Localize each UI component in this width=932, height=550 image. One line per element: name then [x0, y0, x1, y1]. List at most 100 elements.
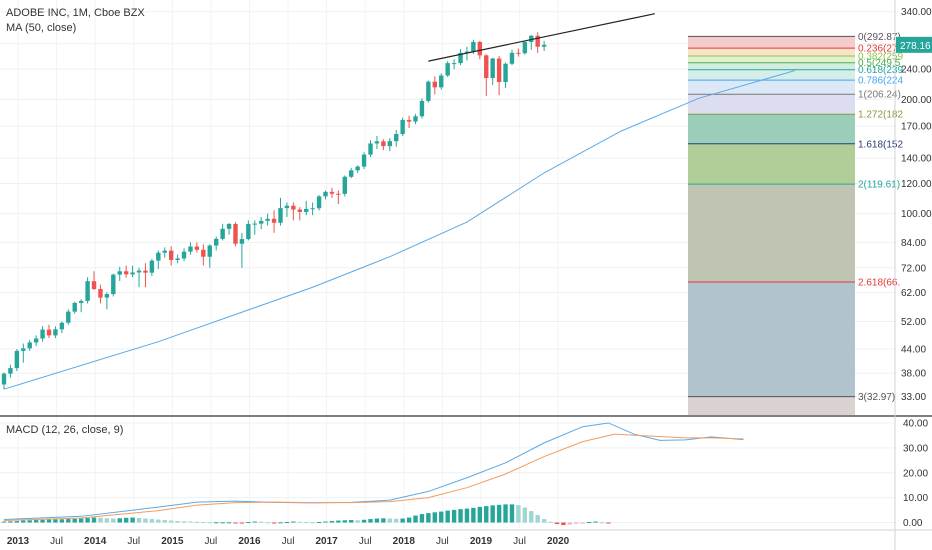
candle-body: [233, 223, 238, 244]
macd-indicator-label: MACD (12, 26, close, 9): [6, 424, 124, 436]
candle-body: [368, 143, 373, 155]
candle-body: [535, 35, 540, 47]
macd-histogram-bar: [471, 507, 476, 523]
fib-level-label: 0.236(272: [858, 44, 903, 55]
macd-histogram-bar: [149, 519, 155, 523]
macd-histogram-bar: [297, 521, 302, 523]
trendline: [428, 13, 655, 62]
candle-body: [432, 81, 438, 88]
chart-title: ADOBE INC, 1M, Cboe BZX: [6, 7, 145, 19]
macd-histogram-bar: [271, 522, 277, 524]
time-tick-label: Jul: [436, 536, 449, 547]
macd-histogram-bar: [593, 521, 598, 523]
candle-body: [451, 63, 457, 65]
macd-histogram-bar: [586, 522, 592, 524]
macd-histogram-bar: [220, 522, 225, 524]
macd-histogram-bar: [484, 506, 489, 523]
macd-histogram-bar: [503, 504, 508, 523]
macd-histogram-bar: [580, 522, 585, 524]
macd-histogram-bar: [278, 522, 283, 524]
candle-body: [304, 208, 309, 212]
macd-histogram-bar: [304, 522, 309, 524]
fib-zone-1.272: [688, 114, 855, 144]
fib-zone-0.382: [688, 56, 855, 63]
macd-histogram-bar: [162, 520, 167, 523]
time-tick-label: Jul: [205, 536, 218, 547]
macd-histogram-bar: [265, 522, 270, 524]
macd-histogram-bar: [91, 517, 97, 523]
candle-body: [104, 294, 110, 298]
macd-histogram-bar: [27, 520, 32, 523]
current-price-label: 278.16: [900, 41, 931, 52]
fib-zone-1: [688, 94, 855, 115]
macd-histogram-bar: [246, 522, 251, 524]
candle-body: [8, 368, 13, 374]
macd-histogram-bar: [239, 522, 245, 524]
candle-body: [284, 205, 290, 209]
macd-histogram-bar: [316, 522, 322, 524]
price-tick-label: 72.00: [901, 263, 926, 274]
candle-body: [194, 246, 200, 250]
price-tick-label: 100.00: [901, 209, 932, 220]
candle-body: [439, 75, 444, 88]
macd-histogram-bar: [529, 511, 534, 523]
macd-histogram-bar: [188, 521, 193, 523]
macd-histogram-bar: [574, 522, 579, 524]
macd-histogram-bar: [40, 519, 45, 523]
macd-histogram-bar: [46, 519, 52, 523]
macd-histogram-bar: [477, 506, 483, 523]
macd-histogram-bar: [21, 520, 26, 523]
time-tick-label: Jul: [359, 536, 372, 547]
macd-histogram-bar: [496, 504, 502, 523]
fib-level-label: 0.618(239: [858, 65, 903, 76]
price-tick-label: 52.00: [901, 317, 926, 328]
candle-body: [143, 270, 148, 273]
macd-histogram-bar: [194, 521, 200, 523]
time-tick-label: 2020: [547, 536, 570, 547]
macd-histogram-bar: [291, 521, 296, 523]
fib-zone-2.618: [688, 281, 855, 397]
time-tick-label: 2015: [161, 536, 184, 547]
macd-histogram-bar: [85, 518, 90, 523]
candle-body: [310, 208, 315, 210]
macd-histogram-bar: [522, 507, 528, 523]
candle-body: [136, 270, 142, 273]
candle-body: [149, 260, 155, 273]
macd-histogram-bar: [123, 517, 129, 523]
macd-histogram-bar: [349, 520, 354, 523]
candle-body: [387, 141, 392, 147]
macd-histogram-bar: [406, 517, 412, 523]
macd-histogram-bar: [213, 522, 219, 524]
candle-body: [541, 44, 547, 47]
candle-body: [91, 281, 97, 290]
candle-body: [207, 245, 212, 257]
candle-body: [271, 218, 277, 223]
macd-histogram-bar: [426, 513, 431, 523]
macd-histogram-bar: [336, 520, 341, 523]
fib-level-label: 0.382(259: [858, 52, 903, 63]
macd-histogram-bar: [567, 522, 573, 525]
time-tick-label: 2013: [7, 536, 30, 547]
time-tick-label: 2017: [316, 536, 339, 547]
fib-level-label: 0.5(249.5: [858, 58, 901, 69]
macd-histogram-bar: [53, 519, 58, 523]
candle-body: [33, 338, 39, 343]
candle-body: [361, 154, 367, 167]
macd-histogram-bar: [8, 521, 13, 523]
candle-body: [85, 281, 90, 301]
macd-histogram-bar: [310, 522, 315, 524]
fib-zone-1.618: [688, 143, 855, 185]
price-tick-label: 140.00: [901, 154, 932, 165]
candle-body: [413, 116, 418, 122]
candle-body: [246, 223, 251, 240]
macd-histogram-bar: [130, 517, 135, 523]
time-tick-label: Jul: [513, 536, 526, 547]
macd-histogram-bar: [104, 518, 110, 523]
fib-level-label: 0(292.87): [858, 32, 901, 43]
macd-histogram-bar: [168, 520, 174, 523]
candle-body: [381, 141, 386, 147]
macd-histogram-bar: [111, 518, 116, 523]
candle-body: [464, 51, 470, 53]
candle-body: [477, 41, 483, 56]
